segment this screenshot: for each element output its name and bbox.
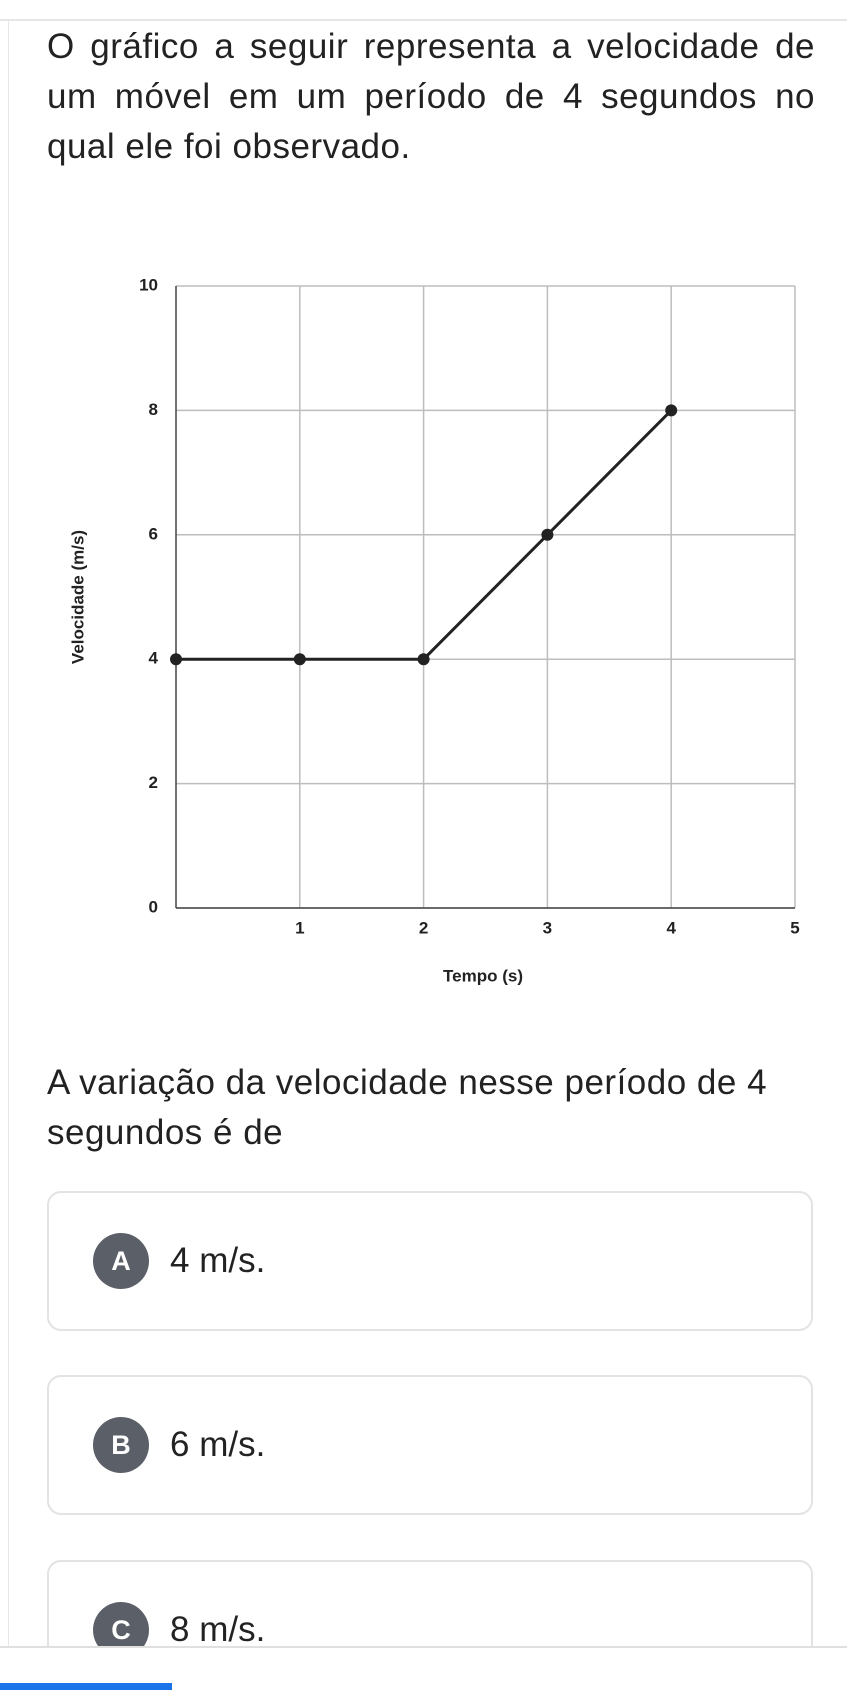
option-text: 8 m/s. [170,1610,266,1647]
y-tick-label: 8 [149,400,158,419]
y-tick-label: 6 [149,524,158,543]
content: O gráfico a seguir representa a velocida… [47,27,815,1647]
y-axis-label: Velocidade (m/s) [68,530,87,664]
x-axis-label: Tempo (s) [443,966,523,985]
y-tick-label: 4 [149,649,159,668]
divider [8,19,9,1647]
x-tick-label: 5 [790,918,799,937]
x-tick-label: 1 [295,918,304,937]
option[interactable]: B 6 m/s. [47,1375,813,1515]
divider [0,19,847,21]
y-tick-label: 10 [139,275,158,294]
question-text: O gráfico a seguir representa a velocida… [47,27,815,166]
data-point [541,528,554,541]
prompt-text: A variação da velocidade nesse período d… [47,1063,768,1152]
option[interactable]: A 4 m/s. [47,1191,813,1331]
x-tick-label: 4 [666,918,676,937]
data-point [417,653,430,666]
option-text: 4 m/s. [170,1241,266,1280]
option-letter: A [93,1233,149,1289]
y-tick-label: 2 [149,773,158,792]
data-point [665,404,678,417]
y-tick-label: 0 [149,897,158,916]
data-point [293,653,306,666]
option-letter: B [93,1417,149,1473]
data-point [170,653,182,666]
option-letter: C [93,1602,149,1647]
x-tick-label: 3 [543,918,552,937]
progress-bar [0,1683,172,1690]
divider [0,1646,847,1648]
x-tick-label: 2 [419,918,428,937]
option-text: 6 m/s. [170,1425,266,1464]
option[interactable]: C 8 m/s. [47,1560,813,1647]
